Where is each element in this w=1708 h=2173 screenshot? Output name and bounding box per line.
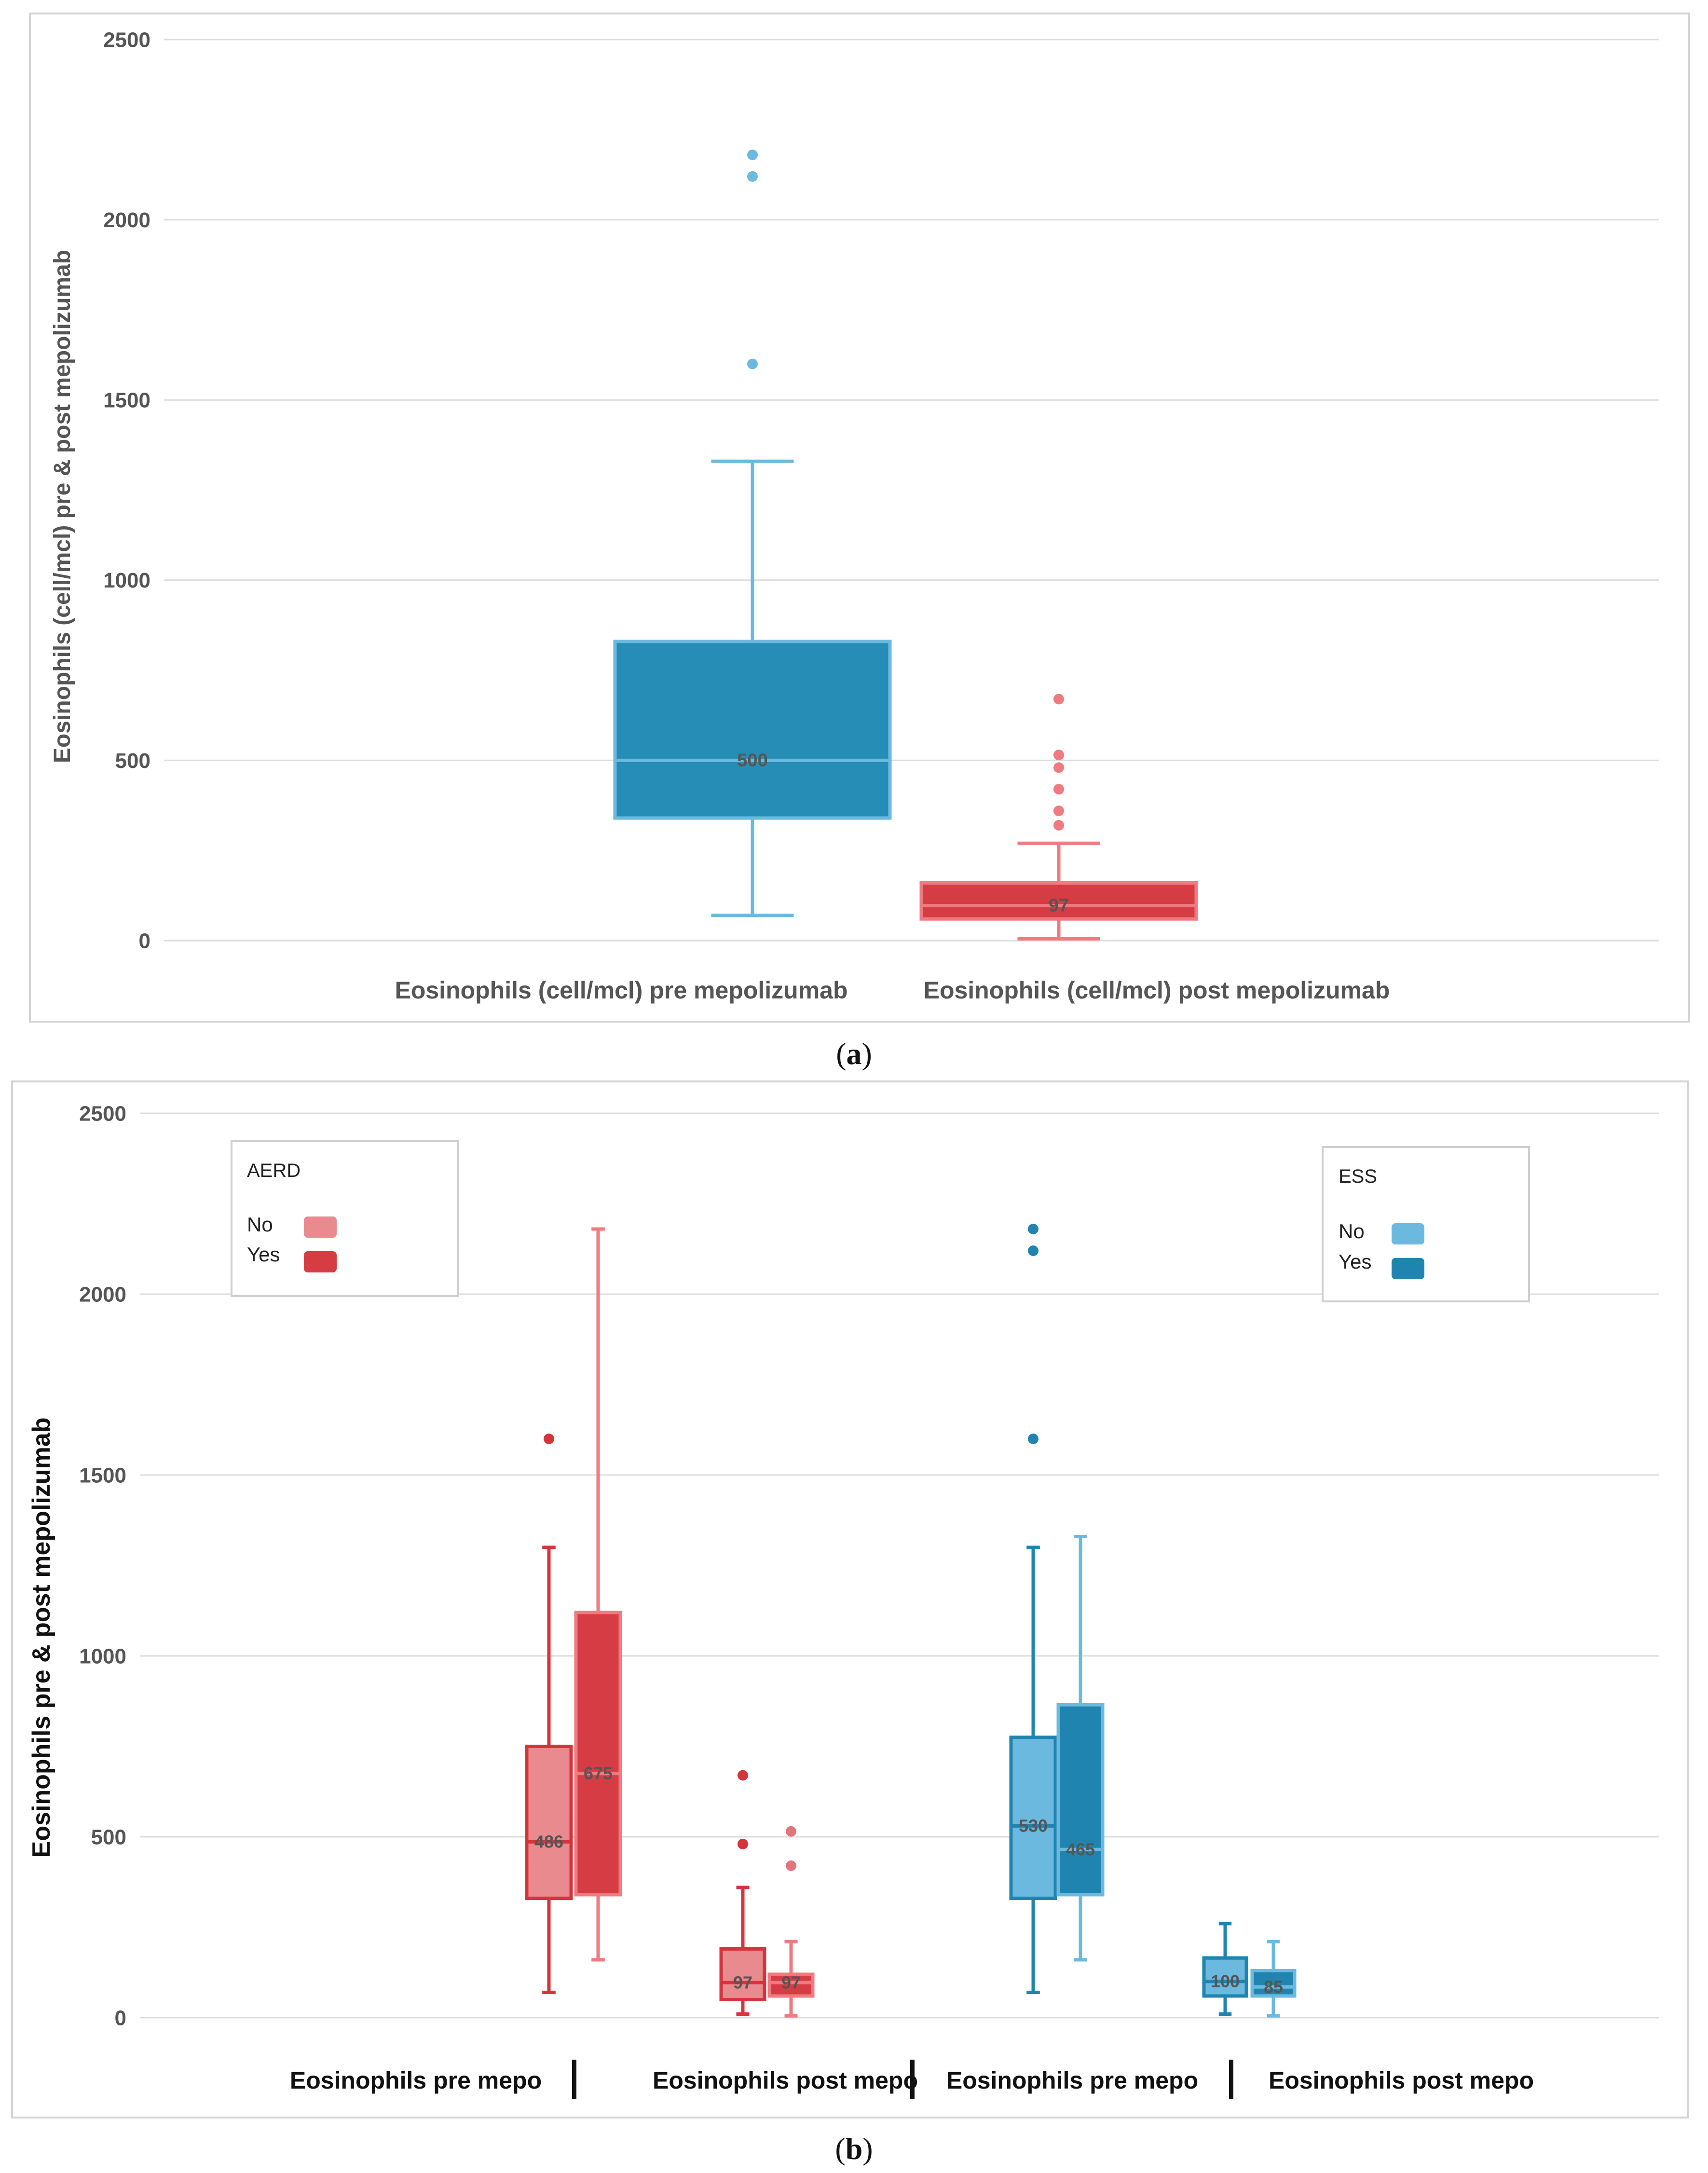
box-iqr — [1056, 1703, 1105, 1897]
outlier-point — [1053, 784, 1064, 795]
outlier-point — [786, 1860, 796, 1871]
legend-ess-frame — [1322, 1146, 1530, 1302]
x-tick-label-post: Eosinophils (cell/mcl) post mepolizumab — [924, 977, 1390, 1004]
chart-panel-a: 0 500 1000 1500 2000 2500 Eosinophils (cell/m… — [0, 0, 1708, 1032]
outlier-point — [544, 1434, 554, 1444]
outlier-point — [1053, 806, 1064, 817]
legend-ess-no-swatch — [1392, 1223, 1424, 1244]
outlier-point — [1053, 694, 1064, 705]
chart-panel-b: 0 500 1000 1500 2000 2500 Eosinophils pre & p… — [0, 1076, 1708, 2122]
median-label: 486 — [534, 1832, 563, 1852]
median-label: 97 — [733, 1972, 752, 1992]
box-aerd-yes: 675 — [574, 1227, 622, 1962]
outlier-point — [1053, 762, 1064, 773]
y-tick-label: 1500 — [103, 389, 150, 412]
caption-a-letter: a — [846, 1037, 862, 1071]
median-label: 100 — [1211, 1971, 1240, 1991]
outlier-point — [738, 1839, 748, 1849]
y-tick-label: 1500 — [79, 1463, 126, 1487]
box-ess-no: 530 — [1009, 1224, 1057, 1994]
box-iqr — [1202, 1956, 1248, 1998]
legend-aerd-no-label: No — [247, 1213, 273, 1236]
y-tick-label: 0 — [115, 2006, 126, 2030]
y-tick-label: 2500 — [103, 28, 150, 52]
y-tick-label: 500 — [115, 749, 150, 773]
x-tick-label-aerd-post: Eosinophils post mepo — [653, 2067, 918, 2094]
legend-aerd-frame — [231, 1140, 459, 1297]
legend-ess-yes-swatch — [1392, 1258, 1424, 1279]
box-eosinophils-cell-mcl-post-mepolizumab: 97 — [919, 694, 1198, 941]
caption-a: (a) — [836, 1037, 872, 1071]
box-iqr — [525, 1745, 573, 1900]
outlier-point — [747, 358, 758, 369]
legend-aerd-yes-label: Yes — [247, 1243, 280, 1266]
y-tick-label: 2500 — [79, 1102, 126, 1125]
box-iqr — [613, 640, 892, 820]
chart-frame-b — [11, 1080, 1689, 2118]
box-aerd-yes: 97 — [767, 1826, 815, 2018]
y-tick-label: 1000 — [79, 1644, 126, 1668]
y-axis-label-a: Eosinophils (cell/mcl) pre & post mepoli… — [50, 250, 75, 763]
legend-aerd-no-swatch — [304, 1216, 337, 1238]
box-aerd-no: 486 — [525, 1434, 573, 1994]
caption-b-letter: b — [845, 2132, 863, 2166]
category-separator — [572, 2060, 576, 2099]
box-iqr — [1250, 1969, 1297, 1998]
median-label: 97 — [781, 1972, 801, 1992]
box-eosinophils-cell-mcl-pre-mepolizumab: 500 — [613, 150, 892, 917]
outlier-point — [747, 171, 758, 182]
legend-ess: ESS No Yes — [1322, 1146, 1530, 1302]
x-tick-label-aerd-pre: Eosinophils pre mepo — [290, 2067, 542, 2094]
chart-frame-a — [29, 13, 1690, 1023]
legend-aerd-yes-swatch — [304, 1251, 337, 1272]
box-iqr — [919, 881, 1198, 921]
box-ess-no: 100 — [1202, 1922, 1248, 2016]
box-ess-yes: 85 — [1250, 1940, 1297, 2018]
median-label: 97 — [1049, 896, 1069, 916]
legend-ess-yes-label: Yes — [1339, 1250, 1372, 1273]
x-tick-label-ess-post: Eosinophils post mepo — [1269, 2067, 1534, 2094]
box-plot-b: 0 500 1000 1500 2000 2500 Eosinophils pre & p… — [11, 1080, 1689, 2118]
category-separator — [910, 2060, 915, 2099]
box-iqr — [1009, 1736, 1057, 1900]
outlier-point — [786, 1826, 796, 1837]
outlier-point — [1028, 1245, 1038, 1256]
legend-aerd: AERD No Yes — [231, 1140, 459, 1297]
y-axis-label-b: Eosinophils pre & post mepolizumab — [27, 1418, 55, 1858]
legend-ess-no-label: No — [1339, 1220, 1365, 1243]
x-tick-label-pre: Eosinophils (cell/mcl) pre mepolizumab — [395, 977, 847, 1004]
median-label: 530 — [1019, 1816, 1048, 1836]
box-aerd-no: 97 — [719, 1770, 766, 2016]
outlier-point — [1053, 820, 1064, 831]
outlier-point — [738, 1770, 748, 1781]
category-separator — [1229, 2060, 1233, 2099]
y-tick-label: 0 — [139, 929, 150, 953]
caption-b: (b) — [835, 2132, 873, 2166]
box-iqr — [574, 1611, 622, 1897]
box-plot-a: 0 500 1000 1500 2000 2500 Eosinophils (cell/m… — [29, 13, 1690, 1023]
outlier-point — [1028, 1224, 1038, 1234]
outlier-point — [1053, 750, 1064, 761]
median-label: 85 — [1264, 1977, 1283, 1996]
y-tick-label: 2000 — [79, 1283, 126, 1306]
y-tick-label: 500 — [91, 1825, 126, 1849]
outlier-point — [747, 150, 758, 161]
box-iqr — [767, 1972, 815, 1998]
y-tick-label: 1000 — [103, 569, 150, 592]
legend-aerd-title: AERD — [247, 1160, 301, 1181]
box-ess-yes: 465 — [1056, 1535, 1105, 1962]
median-label: 465 — [1066, 1839, 1095, 1859]
outlier-point — [1028, 1434, 1038, 1444]
y-tick-label: 2000 — [103, 208, 150, 232]
x-tick-label-ess-pre: Eosinophils pre mepo — [946, 2067, 1198, 2094]
median-label: 500 — [737, 750, 767, 770]
legend-ess-title: ESS — [1339, 1166, 1377, 1187]
box-iqr — [719, 1947, 766, 2001]
median-label: 675 — [584, 1763, 613, 1783]
